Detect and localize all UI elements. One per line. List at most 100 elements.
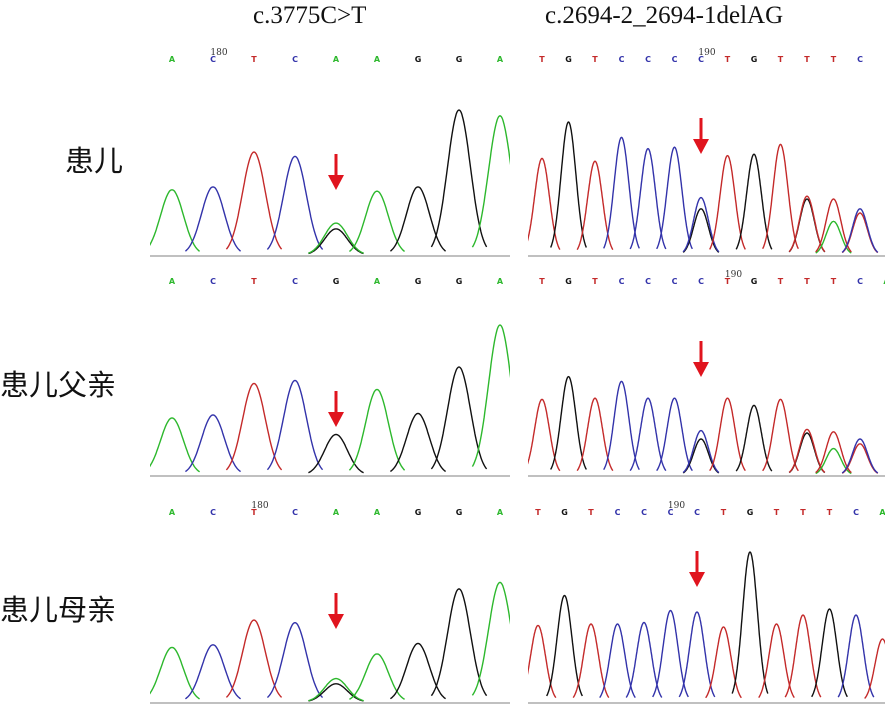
base-call-letter: A: [374, 55, 381, 64]
base-call-letter: G: [456, 55, 463, 64]
trace-peak-G: [389, 642, 447, 700]
trace-peak-A: [150, 646, 200, 700]
trace-peak-C: [266, 621, 324, 699]
base-call-letter: C: [694, 508, 700, 517]
trace-peak-A: [349, 653, 405, 700]
chromatogram-father-right: T G T C C C C T G T T T C A 190: [528, 270, 885, 485]
trace-peak-G: [682, 208, 720, 253]
base-call-letter: A: [169, 55, 176, 64]
variant-arrow-icon: [693, 341, 709, 377]
trace-peak-T: [709, 154, 746, 250]
trace-peak-C: [629, 397, 667, 472]
position-label: 180: [210, 48, 227, 58]
variant-arrow-icon: [328, 391, 344, 427]
base-call-letter: T: [804, 277, 810, 286]
base-call-letter: G: [751, 277, 758, 286]
base-call-letter: G: [561, 508, 568, 517]
trace-peak-G: [308, 683, 364, 702]
trace-peak-C: [599, 623, 636, 698]
trace-peak-G: [735, 153, 773, 250]
base-call-letter: G: [565, 277, 572, 286]
base-call-letter: C: [292, 508, 298, 517]
trace-peak-A: [348, 388, 406, 471]
base-call-letter: C: [619, 55, 625, 64]
base-call-letter: C: [641, 508, 647, 517]
trace-peak-T: [762, 398, 799, 472]
trace-peak-C: [266, 379, 324, 471]
base-call-letter: G: [415, 55, 422, 64]
position-label: 190: [668, 501, 685, 511]
chromatogram-mother-left: A C T C A A G G A 180: [150, 497, 510, 710]
trace-peak-A: [815, 447, 852, 475]
position-label: 190: [698, 48, 715, 58]
trace-peak-T: [576, 160, 614, 251]
base-call-letter: T: [774, 508, 780, 517]
trace-peak-G: [731, 551, 769, 694]
trace-peak-C: [841, 438, 879, 474]
trace-peak-C: [184, 644, 242, 700]
base-call-letter: T: [251, 508, 257, 517]
trace-peak-T: [762, 143, 799, 250]
base-call-letter: C: [698, 55, 704, 64]
chromatogram-svg: A C T C A A G G A 180: [150, 48, 510, 257]
trace-peak-A: [150, 189, 201, 252]
trace-peak-T: [528, 398, 561, 472]
trace-peak-T: [788, 428, 826, 473]
base-call-letter: T: [725, 277, 731, 286]
base-call-letter: G: [565, 55, 572, 64]
base-call-letter: T: [592, 277, 598, 286]
variant-arrow-icon: [693, 118, 709, 154]
variant-arrow-icon: [328, 154, 344, 190]
base-call-letter: T: [251, 277, 257, 286]
base-call-letter: T: [778, 55, 784, 64]
trace-peak-T: [864, 638, 885, 699]
row-label-mother: 患儿母亲: [0, 593, 117, 627]
trace-peak-G: [430, 109, 488, 248]
trace-peak-G: [389, 412, 447, 473]
base-call-letter: A: [374, 508, 381, 517]
trace-peak-C: [678, 611, 716, 698]
base-call-letter: G: [456, 508, 463, 517]
trace-peak-A: [471, 324, 510, 467]
trace-peak-C: [652, 609, 689, 698]
base-call-letter: A: [333, 508, 340, 517]
trace-peak-G: [308, 433, 364, 474]
base-call-letter: G: [456, 277, 463, 286]
base-call-letter: T: [539, 55, 545, 64]
base-call-letter: A: [497, 277, 504, 286]
base-call-letter: C: [668, 508, 674, 517]
trace-peak-G: [430, 588, 488, 697]
base-call-letter: T: [778, 277, 784, 286]
trace-peak-G: [550, 121, 587, 248]
base-call-letter: T: [721, 508, 727, 517]
base-call-letter: G: [415, 508, 422, 517]
trace-peak-C: [656, 146, 693, 250]
base-call-letter: A: [879, 508, 885, 517]
position-label: 180: [251, 501, 268, 511]
trace-peak-G: [546, 594, 583, 697]
trace-peak-C: [841, 208, 879, 253]
trace-peak-G: [389, 186, 447, 252]
trace-peak-T: [788, 195, 826, 253]
base-call-letter: C: [615, 508, 621, 517]
row-label-patient: 患儿: [65, 144, 124, 178]
trace-peak-T: [225, 619, 283, 698]
base-call-letter: T: [592, 55, 598, 64]
trace-peak-G: [682, 438, 720, 474]
column-title-right: c.2694-2_2694-1delAG: [545, 2, 784, 29]
column-title-left: c.3775C>T: [253, 2, 367, 29]
trace-peak-C: [625, 621, 663, 698]
base-call-letter: A: [333, 55, 340, 64]
trace-peak-G: [550, 375, 587, 470]
trace-peak-T: [528, 157, 561, 250]
base-call-letter: T: [725, 55, 731, 64]
trace-peak-T: [225, 151, 283, 250]
trace-peak-A: [348, 190, 406, 252]
chromatogram-svg: A C T C A A G G A 180: [150, 501, 510, 704]
trace-peak-C: [603, 136, 640, 249]
chromatogram-patient-right: T G T C C C C T G T T T C 190: [528, 40, 885, 265]
trace-peak-C: [656, 397, 693, 472]
trace-peak-A: [471, 581, 510, 696]
